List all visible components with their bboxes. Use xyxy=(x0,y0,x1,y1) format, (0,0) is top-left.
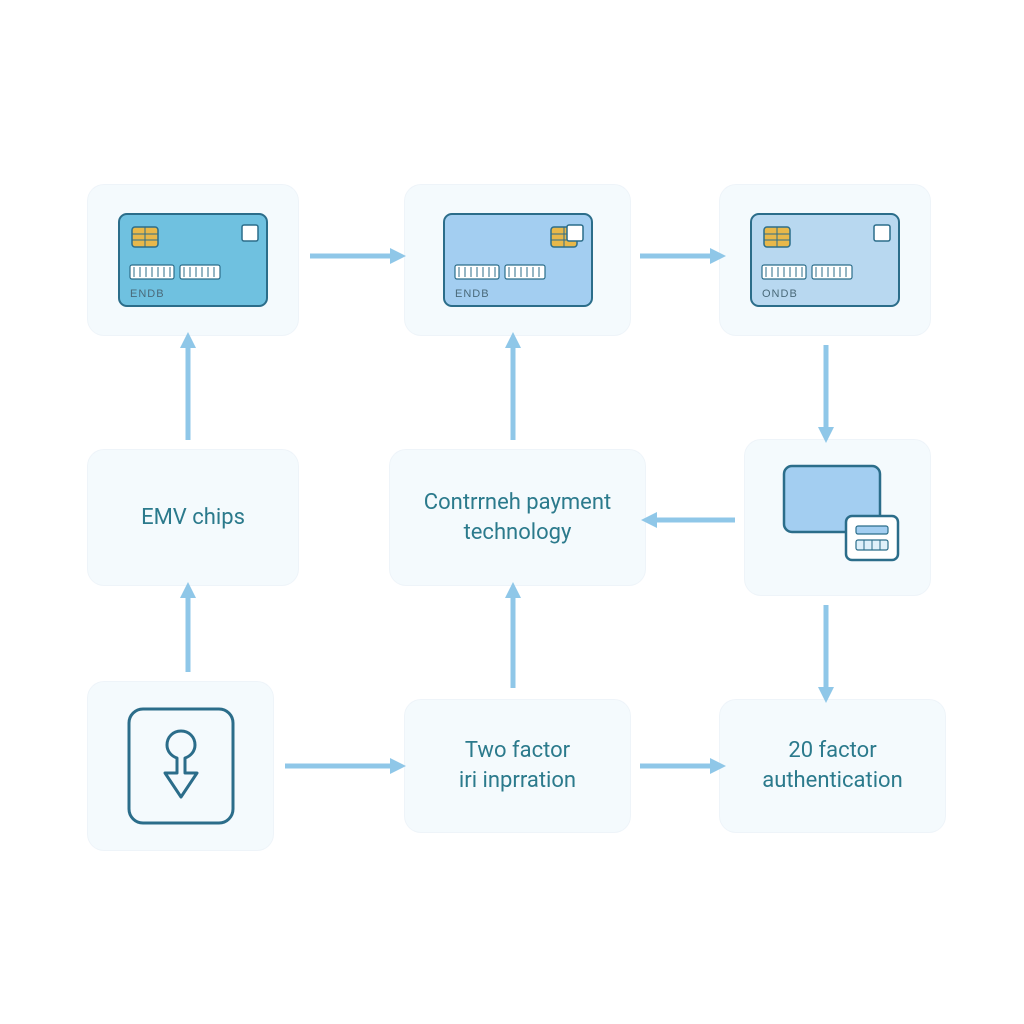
devices-icon xyxy=(768,460,908,575)
arrow-up-6 xyxy=(498,582,528,688)
arrow-down-3 xyxy=(811,605,841,703)
credit-card-icon: ENDB xyxy=(443,213,593,307)
node-card-3: ONDB xyxy=(720,185,930,335)
credit-card-icon: ONDB xyxy=(750,213,900,307)
arrow-right-0 xyxy=(310,241,406,271)
svg-text:ENDB: ENDB xyxy=(455,288,490,300)
label-payment-1: Contrrneh payment xyxy=(424,488,611,518)
credit-card-icon: ENDB xyxy=(118,213,268,307)
node-card-1: ENDB xyxy=(88,185,298,335)
node-card-2: ENDB xyxy=(405,185,630,335)
label-payment-2: technology xyxy=(464,518,572,548)
node-20-factor: 20 factor authentication xyxy=(720,700,945,832)
arrow-up-7 xyxy=(173,332,203,440)
arrow-down-2 xyxy=(811,345,841,443)
label-20factor-1: 20 factor xyxy=(788,736,876,766)
arrow-left-4 xyxy=(641,505,735,535)
diagram-canvas: ENDB ENDB ONDB EMV chip xyxy=(0,0,1024,1024)
arrow-up-5 xyxy=(498,332,528,440)
node-devices xyxy=(745,440,930,595)
node-emv-chips: EMV chips xyxy=(88,450,298,585)
svg-text:ONDB: ONDB xyxy=(762,288,798,300)
label-twofactor-2: iri inprration xyxy=(459,766,576,796)
arrow-right-9 xyxy=(285,751,406,781)
svg-text:ENDB: ENDB xyxy=(130,288,165,300)
label-emv: EMV chips xyxy=(141,503,245,533)
node-payment-tech: Contrrneh payment technology xyxy=(390,450,645,585)
download-icon xyxy=(121,701,241,831)
node-two-factor: Two factor iri inprration xyxy=(405,700,630,832)
label-twofactor-1: Two factor xyxy=(465,736,570,766)
arrow-right-10 xyxy=(640,751,726,781)
arrow-up-8 xyxy=(173,582,203,672)
label-20factor-2: authentication xyxy=(762,766,903,796)
node-download xyxy=(88,682,273,850)
arrow-right-1 xyxy=(640,241,726,271)
